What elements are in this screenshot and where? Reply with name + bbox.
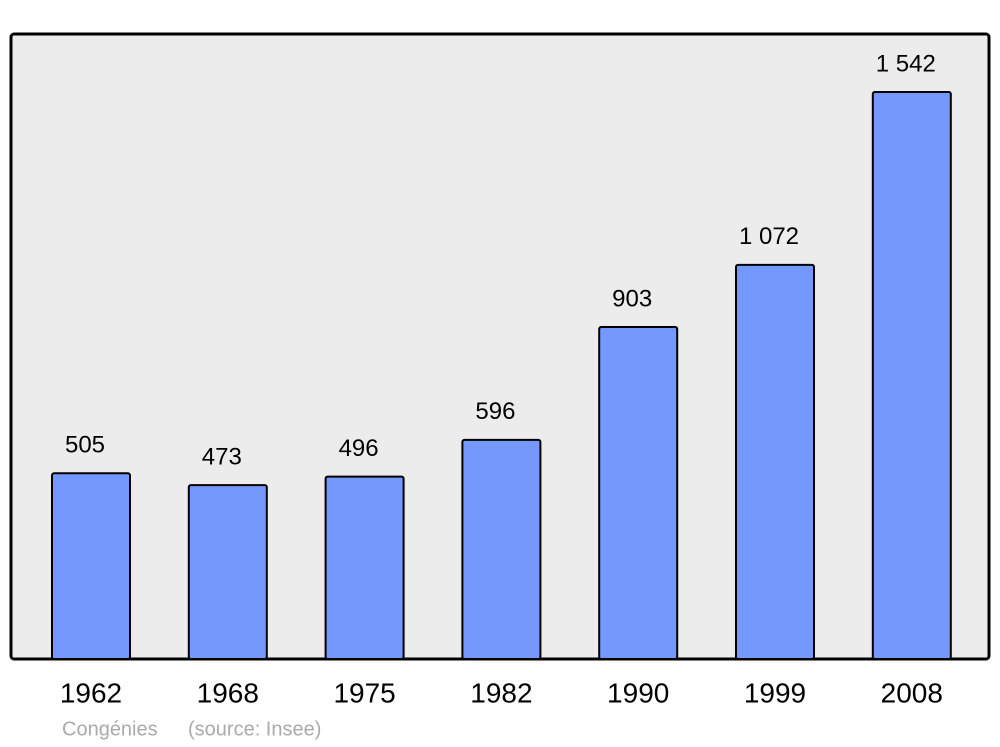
bar xyxy=(461,438,542,660)
bar xyxy=(871,91,952,660)
bar xyxy=(187,484,268,660)
bar xyxy=(598,325,679,660)
x-tick-label: 1962 xyxy=(60,677,122,708)
value-label: 505 xyxy=(65,432,105,459)
source-note: (source: Insee) xyxy=(188,718,321,740)
bar xyxy=(51,472,131,660)
value-label: 473 xyxy=(202,443,242,470)
value-label: 496 xyxy=(339,435,379,462)
bar xyxy=(735,263,815,660)
value-label: 1 542 xyxy=(876,50,936,77)
x-tick-label: 2008 xyxy=(881,677,943,708)
x-tick-label: 1982 xyxy=(470,677,532,708)
x-tick-label: 1975 xyxy=(333,677,395,708)
value-label: 903 xyxy=(612,285,652,312)
x-tick-label: 1990 xyxy=(607,677,669,708)
bar xyxy=(324,475,405,660)
place-name: Congénies xyxy=(62,718,158,740)
value-label: 1 072 xyxy=(739,223,799,250)
x-tick-label: 1999 xyxy=(744,677,806,708)
x-tick-label: 1968 xyxy=(197,677,259,708)
value-label: 596 xyxy=(475,398,515,425)
